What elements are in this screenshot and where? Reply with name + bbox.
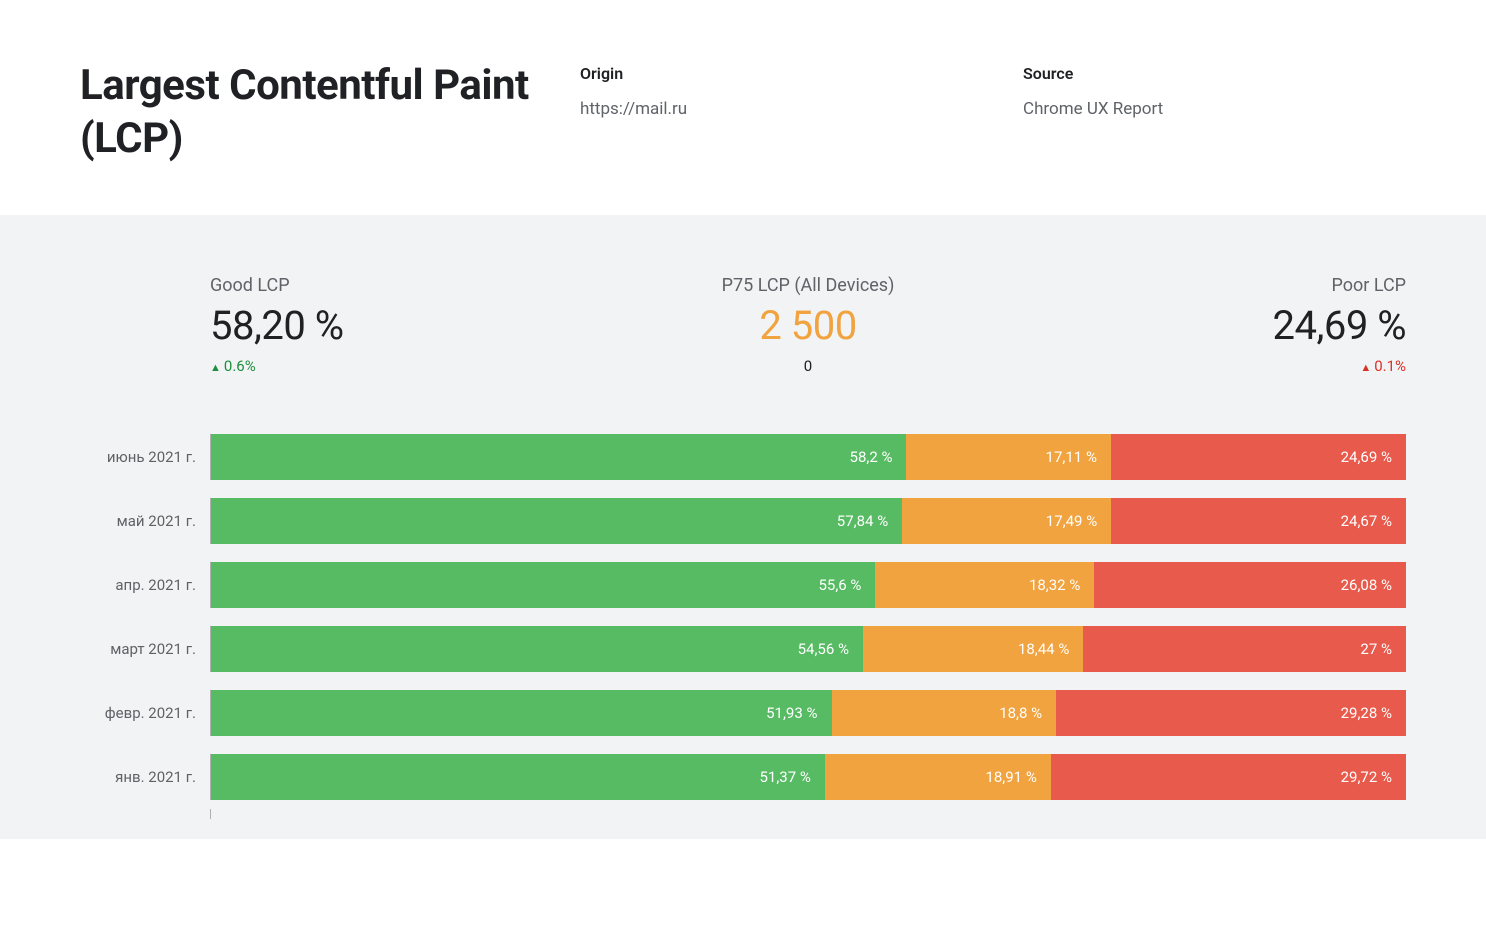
kpi-poor-value: 24,69 % xyxy=(1007,302,1406,349)
kpi-poor-lcp: Poor LCP 24,69 % ▲0.1% xyxy=(1007,275,1406,375)
kpi-p75-lcp: P75 LCP (All Devices) 2 500 0 xyxy=(609,275,1008,375)
segment-good: 51,93 % xyxy=(211,690,832,736)
segment-poor: 26,08 % xyxy=(1094,562,1406,608)
chart-row-bars: 55,6 %18,32 %26,08 % xyxy=(210,562,1406,608)
origin-block: Origin https://mail.ru xyxy=(580,64,963,165)
kpi-good-delta-value: 0.6% xyxy=(224,357,256,375)
kpi-good-label: Good LCP xyxy=(210,275,609,296)
chart-row-bars: 51,93 %18,8 %29,28 % xyxy=(210,690,1406,736)
segment-poor: 24,67 % xyxy=(1111,498,1406,544)
kpi-good-value: 58,20 % xyxy=(210,302,609,349)
source-block: Source Chrome UX Report xyxy=(1023,64,1406,165)
segment-good: 58,2 % xyxy=(211,434,906,480)
kpi-p75-label: P75 LCP (All Devices) xyxy=(609,275,1008,296)
chart-row: февр. 2021 г.51,93 %18,8 %29,28 % xyxy=(80,681,1406,745)
kpi-good-lcp: Good LCP 58,20 % ▲0.6% xyxy=(210,275,609,375)
origin-label: Origin xyxy=(580,64,963,83)
source-label: Source xyxy=(1023,64,1406,83)
chart-row: янв. 2021 г.51,37 %18,91 %29,72 % xyxy=(80,745,1406,809)
chart-row-label: июнь 2021 г. xyxy=(80,448,210,466)
kpi-poor-delta: ▲0.1% xyxy=(1007,357,1406,375)
segment-mid: 18,8 % xyxy=(832,690,1057,736)
chart-row: май 2021 г.57,84 %17,49 %24,67 % xyxy=(80,489,1406,553)
segment-mid: 18,44 % xyxy=(863,626,1083,672)
kpi-p75-sub: 0 xyxy=(609,357,1008,375)
segment-good: 57,84 % xyxy=(211,498,902,544)
arrow-up-icon: ▲ xyxy=(210,361,221,374)
source-value: Chrome UX Report xyxy=(1023,99,1406,119)
lcp-stacked-bar-chart: июнь 2021 г.58,2 %17,11 %24,69 %май 2021… xyxy=(80,425,1406,809)
segment-mid: 18,91 % xyxy=(825,754,1051,800)
segment-poor: 29,28 % xyxy=(1056,690,1406,736)
kpi-p75-value: 2 500 xyxy=(609,302,1008,349)
chart-row-label: март 2021 г. xyxy=(80,640,210,658)
segment-good: 55,6 % xyxy=(211,562,875,608)
chart-row-label: апр. 2021 г. xyxy=(80,576,210,594)
segment-good: 51,37 % xyxy=(211,754,825,800)
chart-row-label: февр. 2021 г. xyxy=(80,704,210,722)
chart-row: март 2021 г.54,56 %18,44 %27 % xyxy=(80,617,1406,681)
segment-poor: 27 % xyxy=(1083,626,1406,672)
chart-row: июнь 2021 г.58,2 %17,11 %24,69 % xyxy=(80,425,1406,489)
kpi-poor-delta-value: 0.1% xyxy=(1374,357,1406,375)
chart-row-bars: 51,37 %18,91 %29,72 % xyxy=(210,754,1406,800)
origin-value: https://mail.ru xyxy=(580,99,963,119)
dashboard-panel: Good LCP 58,20 % ▲0.6% P75 LCP (All Devi… xyxy=(0,215,1486,839)
chart-row-bars: 57,84 %17,49 %24,67 % xyxy=(210,498,1406,544)
segment-poor: 29,72 % xyxy=(1051,754,1406,800)
report-header: Largest Contentful Paint (LCP) Origin ht… xyxy=(0,0,1486,215)
kpi-row: Good LCP 58,20 % ▲0.6% P75 LCP (All Devi… xyxy=(210,275,1406,375)
page-title: Largest Contentful Paint (LCP) xyxy=(80,60,580,165)
chart-row-bars: 54,56 %18,44 %27 % xyxy=(210,626,1406,672)
segment-poor: 24,69 % xyxy=(1111,434,1406,480)
chart-row: апр. 2021 г.55,6 %18,32 %26,08 % xyxy=(80,553,1406,617)
chart-axis-tail xyxy=(210,809,1406,819)
header-meta: Origin https://mail.ru Source Chrome UX … xyxy=(580,60,1406,165)
arrow-up-icon: ▲ xyxy=(1360,361,1371,374)
segment-mid: 17,11 % xyxy=(906,434,1110,480)
segment-mid: 17,49 % xyxy=(902,498,1111,544)
chart-row-label: май 2021 г. xyxy=(80,512,210,530)
chart-row-label: янв. 2021 г. xyxy=(80,768,210,786)
kpi-poor-label: Poor LCP xyxy=(1007,275,1406,296)
kpi-good-delta: ▲0.6% xyxy=(210,357,609,375)
segment-good: 54,56 % xyxy=(211,626,863,672)
chart-row-bars: 58,2 %17,11 %24,69 % xyxy=(210,434,1406,480)
segment-mid: 18,32 % xyxy=(875,562,1094,608)
